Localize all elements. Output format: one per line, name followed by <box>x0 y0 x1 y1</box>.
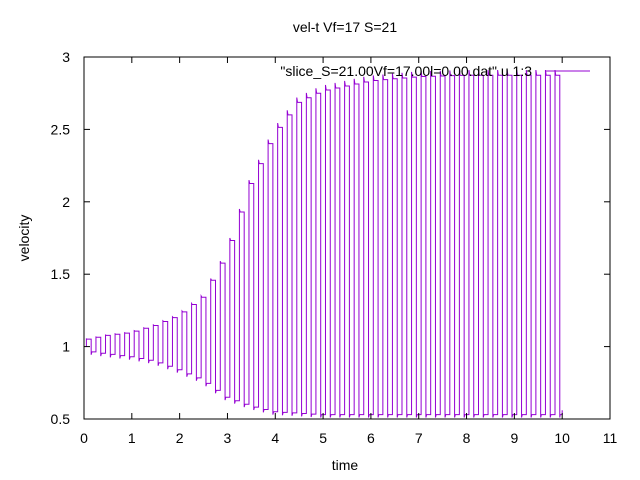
y-axis: 0.5 1 1.5 2 2.5 3 <box>51 49 610 427</box>
x-tick-label: 0 <box>80 430 88 446</box>
y-tick-label: 0.5 <box>51 411 71 427</box>
legend: "slice_S=21.00Vf=17.00l=0.00.dat" u 1:3 <box>280 63 590 79</box>
x-tick-label: 9 <box>510 430 518 446</box>
y-tick-label: 3 <box>62 49 70 65</box>
x-tick-label: 4 <box>271 430 279 446</box>
x-tick-label: 2 <box>176 430 184 446</box>
x-tick-label: 10 <box>554 430 570 446</box>
x-tick-label: 6 <box>367 430 375 446</box>
chart-title: vel-t Vf=17 S=21 <box>293 19 398 35</box>
x-tick-label: 7 <box>415 430 423 446</box>
y-tick-label: 2 <box>62 194 70 210</box>
x-tick-label: 3 <box>224 430 232 446</box>
x-tick-label: 1 <box>128 430 136 446</box>
legend-label: "slice_S=21.00Vf=17.00l=0.00.dat" u 1:3 <box>280 63 532 79</box>
x-axis-label: time <box>332 457 359 473</box>
y-axis-label: velocity <box>16 215 32 262</box>
y-tick-label: 1.5 <box>51 266 71 282</box>
x-tick-label: 5 <box>319 430 327 446</box>
y-tick-label: 1 <box>62 339 70 355</box>
plot-area <box>85 69 563 418</box>
y-tick-label: 2.5 <box>51 121 71 137</box>
x-axis: 0 1 2 3 4 5 6 7 8 9 10 11 <box>80 57 617 446</box>
x-tick-label: 8 <box>463 430 471 446</box>
series-line <box>85 69 563 418</box>
x-tick-label: 11 <box>603 430 618 446</box>
plot-frame <box>83 56 611 420</box>
